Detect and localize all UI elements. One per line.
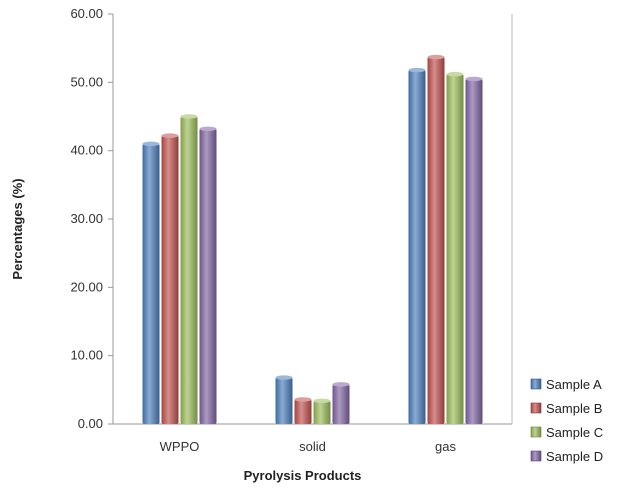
- y-tick-label: 20.00: [70, 279, 103, 294]
- bar-top-cap: [408, 67, 426, 73]
- y-tick-label: 30.00: [70, 211, 103, 226]
- y-axis-ticks: 0.00 10.00 20.00 30.00 40.00 50.00 60.00: [70, 6, 113, 431]
- bar-top-cap: [446, 71, 464, 77]
- legend: Sample A Sample B Sample C Sample D: [530, 377, 603, 464]
- bar-top-cap: [313, 398, 331, 403]
- y-tick-label: 50.00: [70, 74, 103, 89]
- bar-top-cap: [465, 76, 483, 82]
- x-tick-label: solid: [299, 439, 326, 454]
- bar-top-cap: [180, 114, 198, 119]
- bar-top-cap: [294, 397, 312, 402]
- legend-swatch: [530, 426, 542, 438]
- bar-top-cap: [332, 382, 350, 387]
- x-axis-title: Pyrolysis Products: [244, 468, 362, 483]
- legend-label: Sample C: [546, 425, 603, 440]
- y-tick-label: 0.00: [78, 416, 103, 431]
- x-tick-label: gas: [435, 439, 456, 454]
- bars: [142, 54, 483, 425]
- bar-gas-sample-b: [427, 57, 445, 425]
- x-axis-ticks: WPPO solid gas: [160, 439, 457, 454]
- x-tick-label: WPPO: [160, 439, 200, 454]
- bar-top-cap: [199, 126, 217, 131]
- bar-top-cap: [275, 375, 293, 380]
- bar-gas-sample-c: [446, 74, 464, 424]
- bar-wppo-sample-b: [161, 135, 179, 424]
- legend-swatch: [530, 378, 542, 390]
- y-axis-title: Percentages (%): [10, 178, 25, 279]
- bar-wppo-sample-a: [142, 143, 160, 425]
- legend-swatch: [530, 450, 542, 462]
- bar-wppo-sample-c: [180, 116, 198, 424]
- bar-solid-sample-b: [294, 399, 312, 424]
- bar-gas-sample-a: [408, 70, 426, 425]
- y-tick-label: 10.00: [70, 348, 103, 363]
- legend-label: Sample A: [546, 377, 602, 392]
- bar-top-cap: [161, 133, 179, 138]
- legend-swatch: [530, 402, 542, 414]
- bar-solid-sample-d: [332, 384, 350, 424]
- y-tick-label: 40.00: [70, 143, 103, 158]
- legend-label: Sample D: [546, 449, 603, 464]
- bar-wppo-sample-d: [199, 128, 217, 425]
- bar-gas-sample-d: [465, 78, 483, 425]
- bar-top-cap: [427, 54, 445, 60]
- y-tick-label: 60.00: [70, 6, 103, 21]
- bar-solid-sample-c: [313, 400, 331, 424]
- legend-label: Sample B: [546, 401, 602, 416]
- bar-top-cap: [142, 141, 160, 147]
- bar-solid-sample-a: [275, 377, 293, 424]
